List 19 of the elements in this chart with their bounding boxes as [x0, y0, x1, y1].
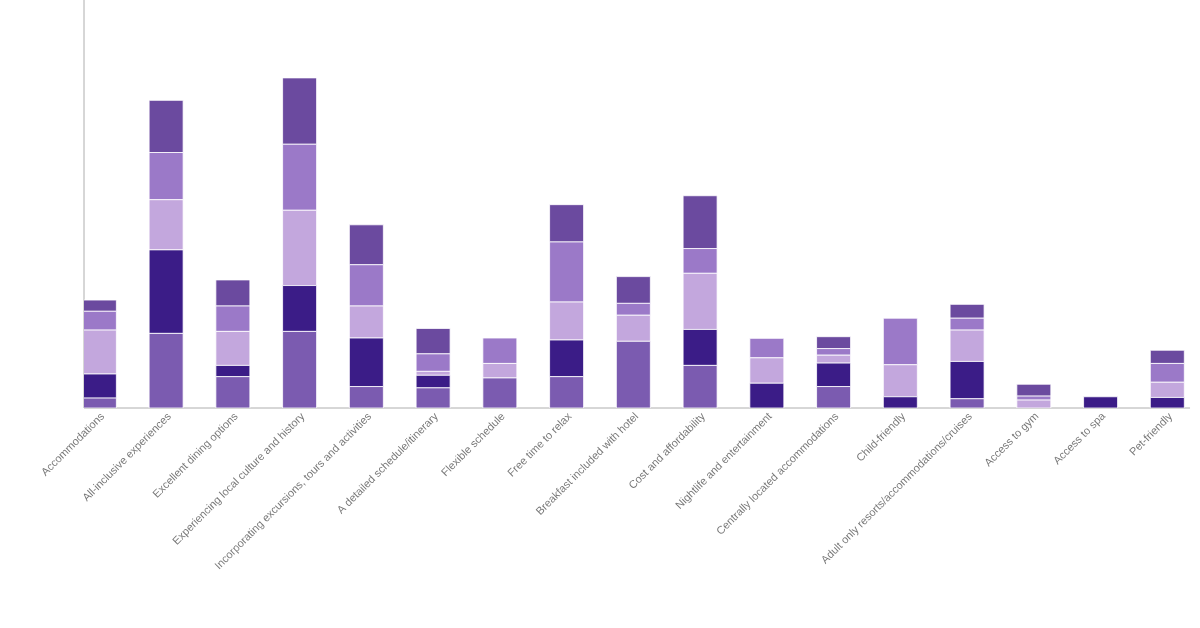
bar: [148, 152, 184, 201]
bar: [949, 303, 985, 319]
bar: [615, 276, 651, 304]
bar: [549, 241, 584, 303]
bar: [749, 337, 785, 359]
bar: [348, 224, 384, 266]
bar: [215, 279, 251, 307]
bar: [1083, 396, 1118, 408]
bar: [348, 264, 384, 307]
bar: [816, 336, 851, 349]
bar: [682, 195, 718, 249]
bar: [549, 204, 584, 243]
bar: [615, 302, 651, 316]
bar: [1149, 363, 1185, 383]
bar: [482, 337, 518, 364]
bar: [882, 317, 918, 366]
bar: [415, 328, 451, 355]
bar: [682, 248, 718, 274]
bar: [282, 143, 317, 211]
